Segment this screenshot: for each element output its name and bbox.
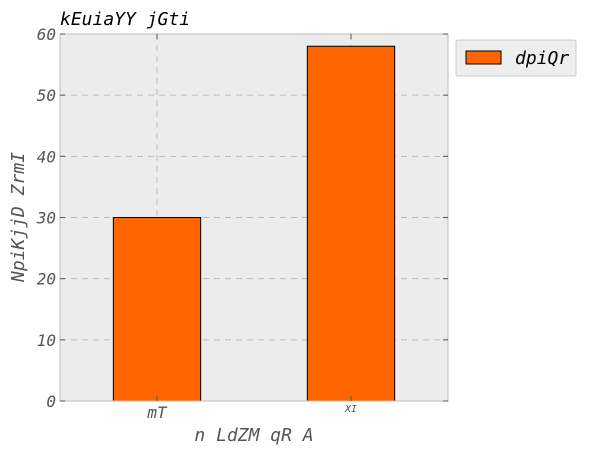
y-tick-label: 50	[37, 86, 56, 105]
y-tick-label: 10	[37, 331, 56, 350]
y-axis-ticks: 0 10 20 30 40 50 60	[36, 25, 448, 411]
y-tick-label: 40	[37, 147, 56, 166]
bar-XI	[306, 45, 396, 402]
y-axis-label: NpiKjjD ZrmI	[8, 152, 29, 283]
legend: dpiQr	[455, 39, 577, 77]
legend-label: dpiQr	[515, 48, 569, 69]
bar-mT	[112, 217, 202, 402]
chart-title: kEuiaYY jGti	[60, 9, 190, 30]
y-tick-label: 20	[37, 270, 56, 289]
x-axis-ticks: mT XI	[146, 34, 357, 422]
y-tick-label: 0	[46, 392, 56, 411]
x-axis-label: n LdZM qR A	[194, 425, 313, 446]
legend-box	[455, 39, 577, 77]
x-tick-label: mT	[146, 403, 168, 422]
legend-swatch	[465, 50, 502, 65]
y-tick-label: 30	[36, 209, 56, 228]
x-tick-label: XI	[344, 404, 357, 415]
y-tick-label: 60	[37, 25, 56, 44]
